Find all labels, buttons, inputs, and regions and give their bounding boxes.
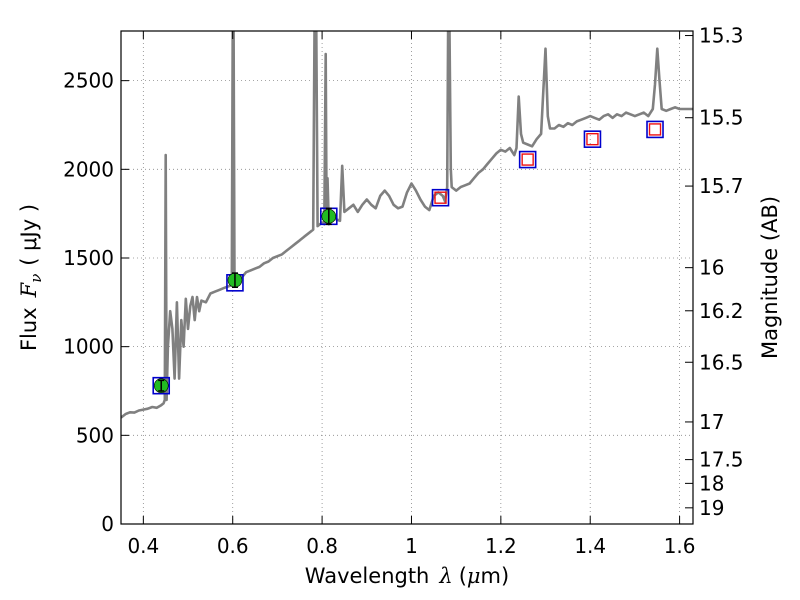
model-point-blue — [431, 188, 450, 207]
right-axis-title: Magnitude (AB) — [758, 196, 782, 359]
x-tick-label: 1.6 — [664, 534, 696, 558]
y-axis-title: FluxFν( μJy ) — [17, 204, 45, 351]
model-point-red — [648, 123, 662, 136]
right-tick-label: 16 — [699, 256, 724, 280]
tick-labels: 0.4 0.6 0.8 1 1.2 1.4 1.6 0 500 1000 1500 2000 2500 1… — [63, 24, 743, 558]
model-point-red — [434, 191, 447, 204]
model-point-blue — [583, 130, 602, 148]
right-tick-label: 16.2 — [699, 299, 744, 323]
spectrum-line — [121, 31, 693, 419]
right-tick-label: 18 — [699, 471, 724, 495]
x-tick-label: 0.4 — [127, 534, 159, 558]
y-tick-label: 2500 — [63, 69, 114, 93]
model-point-blue — [646, 120, 664, 139]
y-tick-label: 1500 — [63, 246, 114, 270]
y-tick-label: 500 — [76, 423, 114, 447]
x-tick-label: 1.4 — [574, 534, 606, 558]
right-tick-label: 15.5 — [699, 106, 744, 130]
x-axis-title: Wavelength λ (μm) — [305, 564, 509, 588]
right-tick-label: 17.5 — [699, 448, 744, 472]
y-tick-label: 0 — [101, 512, 114, 536]
y-tick-label: 2000 — [63, 157, 114, 181]
grid-lines — [121, 31, 693, 525]
right-tick-label: 17 — [699, 410, 724, 434]
spectrum-series — [121, 31, 693, 419]
model-point-blue — [518, 150, 537, 169]
x-tick-label: 0.8 — [306, 534, 338, 558]
model-point-blue — [152, 376, 171, 395]
y-tick-label: 1000 — [63, 335, 114, 359]
right-tick-label: 15.3 — [699, 24, 744, 48]
right-tick-label: 16.5 — [699, 350, 744, 374]
x-tick-label: 0.6 — [217, 534, 249, 558]
model-point-red — [586, 132, 599, 146]
axis-ticks — [121, 31, 693, 525]
right-tick-label: 15.7 — [699, 174, 744, 198]
right-tick-label: 19 — [699, 496, 724, 520]
plot-frame — [120, 30, 694, 525]
x-tick-label: 1.2 — [485, 534, 517, 558]
photometry-points — [152, 120, 664, 395]
x-tick-label: 1 — [405, 534, 418, 558]
model-point-red — [521, 153, 534, 166]
